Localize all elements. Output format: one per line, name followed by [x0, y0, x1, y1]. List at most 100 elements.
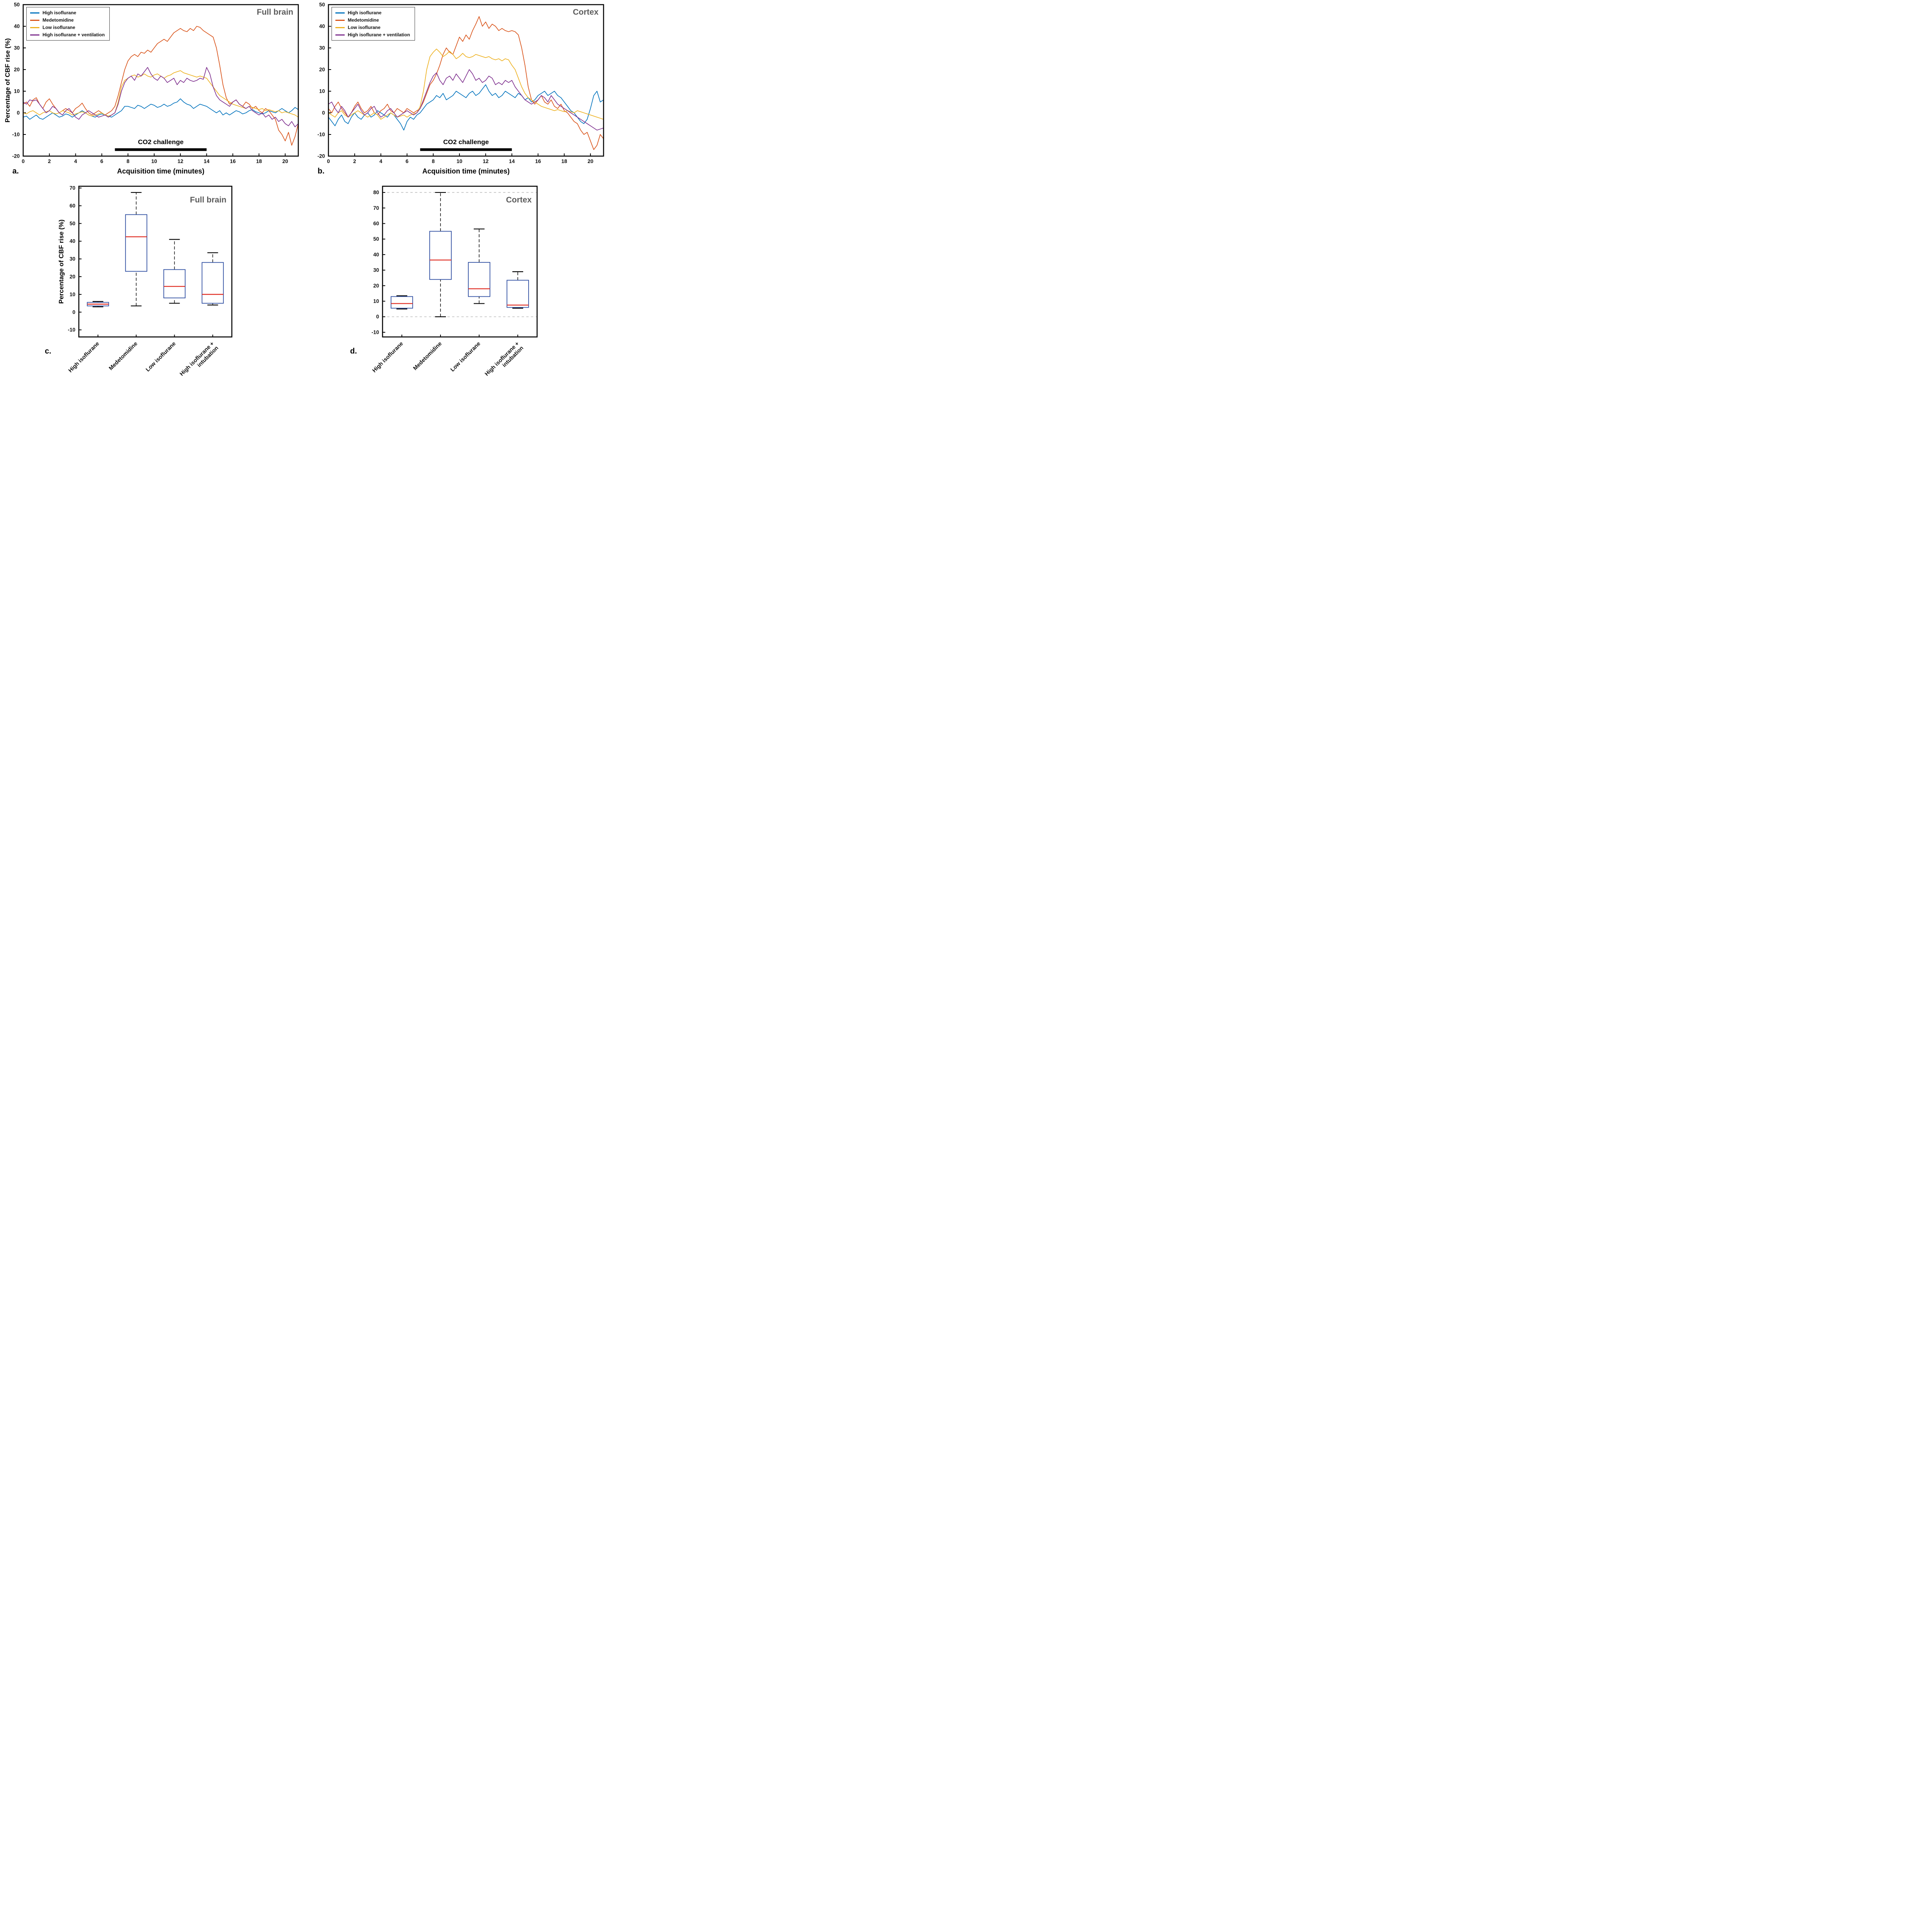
x-tick-label: 6	[100, 158, 104, 164]
category-label-line: High isoflurane	[371, 341, 405, 374]
legend-label: High isoflurane	[43, 10, 77, 15]
x-tick-label: 18	[561, 158, 568, 164]
y-tick-label: 10	[373, 298, 379, 304]
panel-b-cortex-line-chart: -20 -10 0 10 20 30 40 50 0 2 4 6 8 10 12 14 16 18 20 Corte…	[307, 2, 610, 179]
panel-title: Cortex	[506, 196, 532, 204]
x-tick-label: 2	[48, 158, 51, 164]
category-label-medetomidine: Medetomidine	[108, 341, 139, 372]
x-tick-label: 14	[204, 158, 210, 164]
y-tick-label: 10	[319, 88, 325, 94]
x-tick-label: 4	[379, 158, 383, 164]
axes-box	[382, 185, 538, 338]
x-tick-label: 20	[282, 158, 288, 164]
y-tick-label: 40	[373, 252, 379, 257]
legend-line-swatch	[30, 19, 39, 21]
y-tick-label: 80	[373, 190, 379, 196]
boxplot-svg-full-brain: -10 0 10 20 30 40 50 60 70 High isoflurane Medetom…	[67, 185, 233, 377]
legend-item: High isoflurane	[335, 10, 410, 15]
legend-line-swatch	[335, 12, 345, 14]
panel-letter: a.	[12, 167, 19, 175]
x-tick-label: 0	[22, 158, 25, 164]
panel-d-cortex-boxplot: -10 0 10 20 30 40 50 60 70 80 High isoflurane Medet…	[307, 181, 610, 389]
x-tick-label: 14	[509, 158, 515, 164]
box-medetomidine	[125, 214, 148, 272]
y-tick-label: -20	[12, 153, 20, 159]
y-tick-label: 0	[322, 110, 325, 116]
x-axis-label: Acquisition time (minutes)	[117, 167, 204, 175]
legend-label: High isoflurane + ventilation	[348, 32, 410, 37]
legend: High isoflurane Medetomidine Low isoflur…	[332, 7, 415, 41]
y-tick-label: 20	[70, 274, 75, 280]
category-label-line: Low isoflurane	[449, 341, 482, 373]
legend-item: Medetomidine	[335, 17, 410, 23]
legend-line-swatch	[30, 34, 39, 36]
y-tick-label: 10	[70, 291, 75, 297]
x-tick-label: 8	[126, 158, 129, 164]
series-line-low-isoflurane	[328, 48, 604, 120]
panel-title: Full brain	[257, 8, 294, 17]
y-tick-label: 20	[14, 67, 20, 73]
legend-label: High isoflurane + ventilation	[43, 32, 105, 37]
y-tick-label: -10	[317, 132, 325, 138]
y-tick-label: -10	[12, 132, 20, 138]
y-tick-label: 0	[376, 314, 379, 320]
cbf-figure: -20 -10 0 10 20 30 40 50 0 2 4 6 8 10 12 14 16 18 20 Full …	[0, 0, 612, 389]
y-tick-label: 30	[14, 45, 20, 51]
x-tick-label: 8	[432, 158, 435, 164]
category-label-high-isoflurane: High isoflurane +intubation	[484, 341, 525, 378]
legend-item: High isoflurane	[30, 10, 105, 15]
co2-challenge-bar	[420, 148, 512, 151]
series-line-high-isoflurane	[328, 84, 604, 131]
y-tick-label: 50	[14, 2, 20, 8]
panel-title: Cortex	[573, 8, 599, 17]
y-tick-label: 0	[17, 110, 20, 116]
x-tick-label: 16	[535, 158, 541, 164]
legend: High isoflurane Medetomidine Low isoflur…	[26, 7, 110, 41]
y-tick-label: 20	[373, 283, 379, 289]
category-label-line: Medetomidine	[412, 341, 443, 372]
legend-item: Low isoflurane	[335, 25, 410, 30]
y-tick-label: 0	[72, 309, 75, 315]
category-label-line: Medetomidine	[108, 341, 139, 372]
box-high-isoflurane	[391, 296, 413, 309]
category-label-low-isoflurane: Low isoflurane	[145, 341, 177, 373]
y-axis-label: Percentage of CBF rise (%)	[58, 219, 65, 304]
y-tick-label: 70	[373, 205, 379, 211]
category-label-high-isoflurane: High isoflurane	[67, 341, 100, 374]
y-tick-label: 40	[70, 238, 75, 244]
x-tick-label: 20	[588, 158, 594, 164]
y-tick-label: 50	[373, 236, 379, 242]
axes-box	[328, 4, 604, 157]
x-tick-label: 18	[256, 158, 262, 164]
box-high-isoflurane	[201, 262, 224, 304]
y-tick-label: 50	[319, 2, 325, 8]
legend-item: High isoflurane + ventilation	[335, 32, 410, 37]
x-tick-label: 12	[177, 158, 183, 164]
box-medetomidine	[429, 231, 452, 280]
y-tick-label: -10	[68, 327, 75, 333]
y-tick-label: 40	[14, 24, 20, 29]
legend-line-swatch	[335, 34, 345, 36]
x-tick-label: 10	[457, 158, 463, 164]
y-tick-label: 30	[373, 267, 379, 273]
legend-label: Low isoflurane	[348, 25, 381, 30]
y-tick-label: 20	[319, 67, 325, 73]
y-tick-label: 30	[70, 256, 75, 262]
x-tick-label: 16	[230, 158, 236, 164]
series-line-high-isoflurane-ventilation	[23, 67, 299, 128]
y-tick-label: 60	[373, 221, 379, 226]
category-label-medetomidine: Medetomidine	[412, 341, 443, 372]
category-label-low-isoflurane: Low isoflurane	[449, 341, 482, 373]
x-tick-label: 2	[353, 158, 356, 164]
legend-item: High isoflurane + ventilation	[30, 32, 105, 37]
y-tick-label: 30	[319, 45, 325, 51]
legend-line-swatch	[30, 12, 39, 14]
panel-a-full-brain-line-chart: -20 -10 0 10 20 30 40 50 0 2 4 6 8 10 12 14 16 18 20 Full …	[2, 2, 304, 179]
category-label-high-isoflurane: High isoflurane	[371, 341, 405, 374]
x-tick-label: 0	[327, 158, 330, 164]
axes-box	[78, 185, 233, 338]
legend-label: Medetomidine	[43, 17, 74, 23]
box-high-isoflurane	[507, 280, 529, 308]
series-line-high-isoflurane-ventilation	[328, 69, 604, 131]
y-tick-label: 10	[14, 88, 20, 94]
